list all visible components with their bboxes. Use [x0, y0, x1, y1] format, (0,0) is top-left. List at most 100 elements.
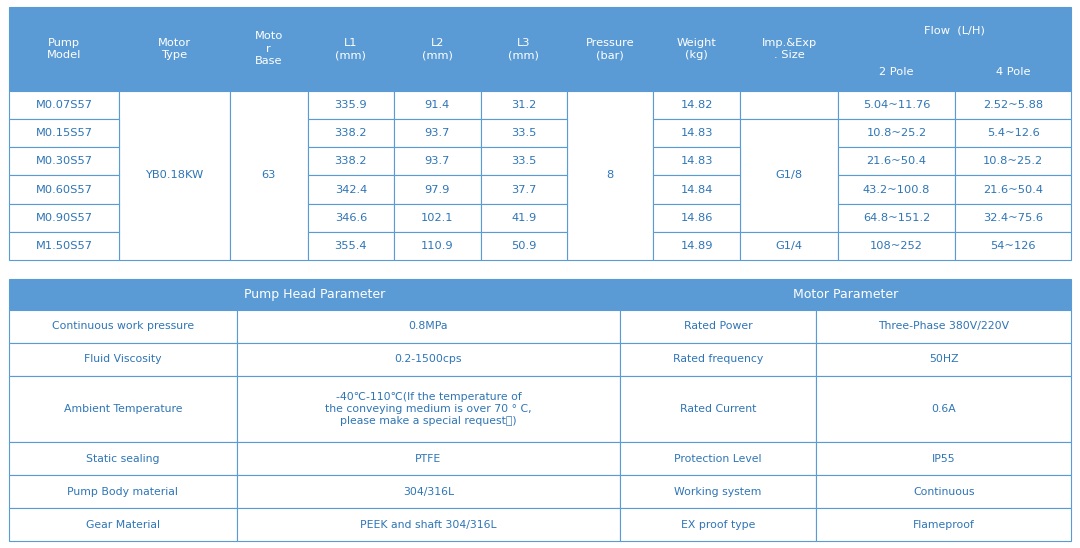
- Text: 346.6: 346.6: [335, 213, 367, 223]
- Bar: [955, 204, 1071, 232]
- Bar: [481, 204, 567, 232]
- Text: Rated Power: Rated Power: [684, 321, 753, 331]
- Text: Rated frequency: Rated frequency: [673, 354, 764, 364]
- Bar: [653, 90, 740, 119]
- Bar: [816, 376, 1071, 442]
- Bar: [838, 54, 955, 90]
- Text: YB0.18KW: YB0.18KW: [145, 170, 203, 180]
- Text: 50.9: 50.9: [511, 241, 537, 251]
- Text: Pump
Model: Pump Model: [46, 38, 81, 60]
- Text: 335.9: 335.9: [335, 100, 367, 110]
- Text: 355.4: 355.4: [335, 241, 367, 251]
- Text: Fluid Viscosity: Fluid Viscosity: [84, 354, 162, 364]
- Bar: [394, 147, 481, 175]
- Text: M0.90S57: M0.90S57: [36, 213, 93, 223]
- Text: 93.7: 93.7: [424, 156, 450, 167]
- Bar: [119, 90, 230, 260]
- Bar: [9, 119, 119, 147]
- Text: 2 Pole: 2 Pole: [879, 67, 914, 77]
- Bar: [394, 119, 481, 147]
- Bar: [9, 147, 119, 175]
- Bar: [308, 7, 394, 90]
- Text: 14.86: 14.86: [680, 213, 713, 223]
- Bar: [740, 90, 838, 119]
- Bar: [653, 232, 740, 260]
- Bar: [653, 147, 740, 175]
- Bar: [653, 175, 740, 204]
- Bar: [9, 279, 620, 310]
- Text: 41.9: 41.9: [511, 213, 537, 223]
- Bar: [9, 509, 238, 541]
- Text: 91.4: 91.4: [424, 100, 450, 110]
- Text: Protection Level: Protection Level: [674, 454, 761, 464]
- Bar: [481, 7, 567, 90]
- Bar: [481, 147, 567, 175]
- Text: M0.15S57: M0.15S57: [36, 128, 93, 138]
- Text: 54~126: 54~126: [990, 241, 1036, 251]
- Bar: [838, 119, 955, 147]
- Text: Moto
r
Base: Moto r Base: [255, 31, 283, 66]
- Bar: [9, 342, 238, 376]
- Text: 10.8~25.2: 10.8~25.2: [866, 128, 927, 138]
- Text: 14.82: 14.82: [680, 100, 713, 110]
- Bar: [9, 232, 119, 260]
- Bar: [620, 509, 816, 541]
- Bar: [620, 442, 816, 475]
- Text: 14.83: 14.83: [680, 128, 713, 138]
- Text: Ambient Temperature: Ambient Temperature: [64, 404, 183, 414]
- Text: Rated Current: Rated Current: [679, 404, 756, 414]
- Bar: [740, 232, 838, 260]
- Text: 338.2: 338.2: [335, 128, 367, 138]
- Bar: [9, 310, 238, 342]
- Bar: [394, 204, 481, 232]
- Bar: [238, 509, 620, 541]
- Text: Flameproof: Flameproof: [913, 520, 975, 530]
- Bar: [740, 119, 838, 232]
- Bar: [816, 475, 1071, 509]
- Text: M0.60S57: M0.60S57: [36, 185, 92, 195]
- Text: PTFE: PTFE: [416, 454, 442, 464]
- Text: 304/316L: 304/316L: [403, 487, 454, 496]
- Bar: [230, 90, 308, 260]
- Bar: [653, 7, 740, 90]
- Text: Working system: Working system: [674, 487, 761, 496]
- Text: Pump Body material: Pump Body material: [67, 487, 178, 496]
- Text: Continuous work pressure: Continuous work pressure: [52, 321, 194, 331]
- Bar: [816, 509, 1071, 541]
- Bar: [308, 175, 394, 204]
- Bar: [9, 204, 119, 232]
- Text: Three-Phase 380V/220V: Three-Phase 380V/220V: [878, 321, 1010, 331]
- Bar: [308, 90, 394, 119]
- Bar: [955, 90, 1071, 119]
- Bar: [238, 376, 620, 442]
- Text: 14.89: 14.89: [680, 241, 713, 251]
- Bar: [816, 342, 1071, 376]
- Bar: [9, 442, 238, 475]
- Bar: [238, 342, 620, 376]
- Text: Static sealing: Static sealing: [86, 454, 160, 464]
- Text: 14.84: 14.84: [680, 185, 713, 195]
- Text: 37.7: 37.7: [511, 185, 537, 195]
- Bar: [620, 376, 816, 442]
- Bar: [481, 232, 567, 260]
- Text: M0.07S57: M0.07S57: [36, 100, 93, 110]
- Bar: [740, 7, 838, 90]
- Text: 32.4~75.6: 32.4~75.6: [983, 213, 1043, 223]
- Text: G1/8: G1/8: [775, 170, 802, 180]
- Bar: [394, 175, 481, 204]
- Text: -40℃-110℃(If the temperature of
the conveying medium is over 70 ° C,
please make: -40℃-110℃(If the temperature of the conv…: [325, 392, 531, 426]
- Text: 64.8~151.2: 64.8~151.2: [863, 213, 930, 223]
- Text: 21.6~50.4: 21.6~50.4: [866, 156, 927, 167]
- Text: 31.2: 31.2: [511, 100, 537, 110]
- Text: 342.4: 342.4: [335, 185, 367, 195]
- Bar: [653, 119, 740, 147]
- Bar: [9, 376, 238, 442]
- Text: Motor
Type: Motor Type: [158, 38, 191, 60]
- Text: Flow  (L/H): Flow (L/H): [924, 26, 985, 36]
- Text: Pressure
(bar): Pressure (bar): [586, 38, 635, 60]
- Text: PEEK and shaft 304/316L: PEEK and shaft 304/316L: [360, 520, 497, 530]
- Bar: [653, 204, 740, 232]
- Text: Pump Head Parameter: Pump Head Parameter: [244, 288, 384, 301]
- Text: 21.6~50.4: 21.6~50.4: [983, 185, 1043, 195]
- Text: M0.30S57: M0.30S57: [36, 156, 93, 167]
